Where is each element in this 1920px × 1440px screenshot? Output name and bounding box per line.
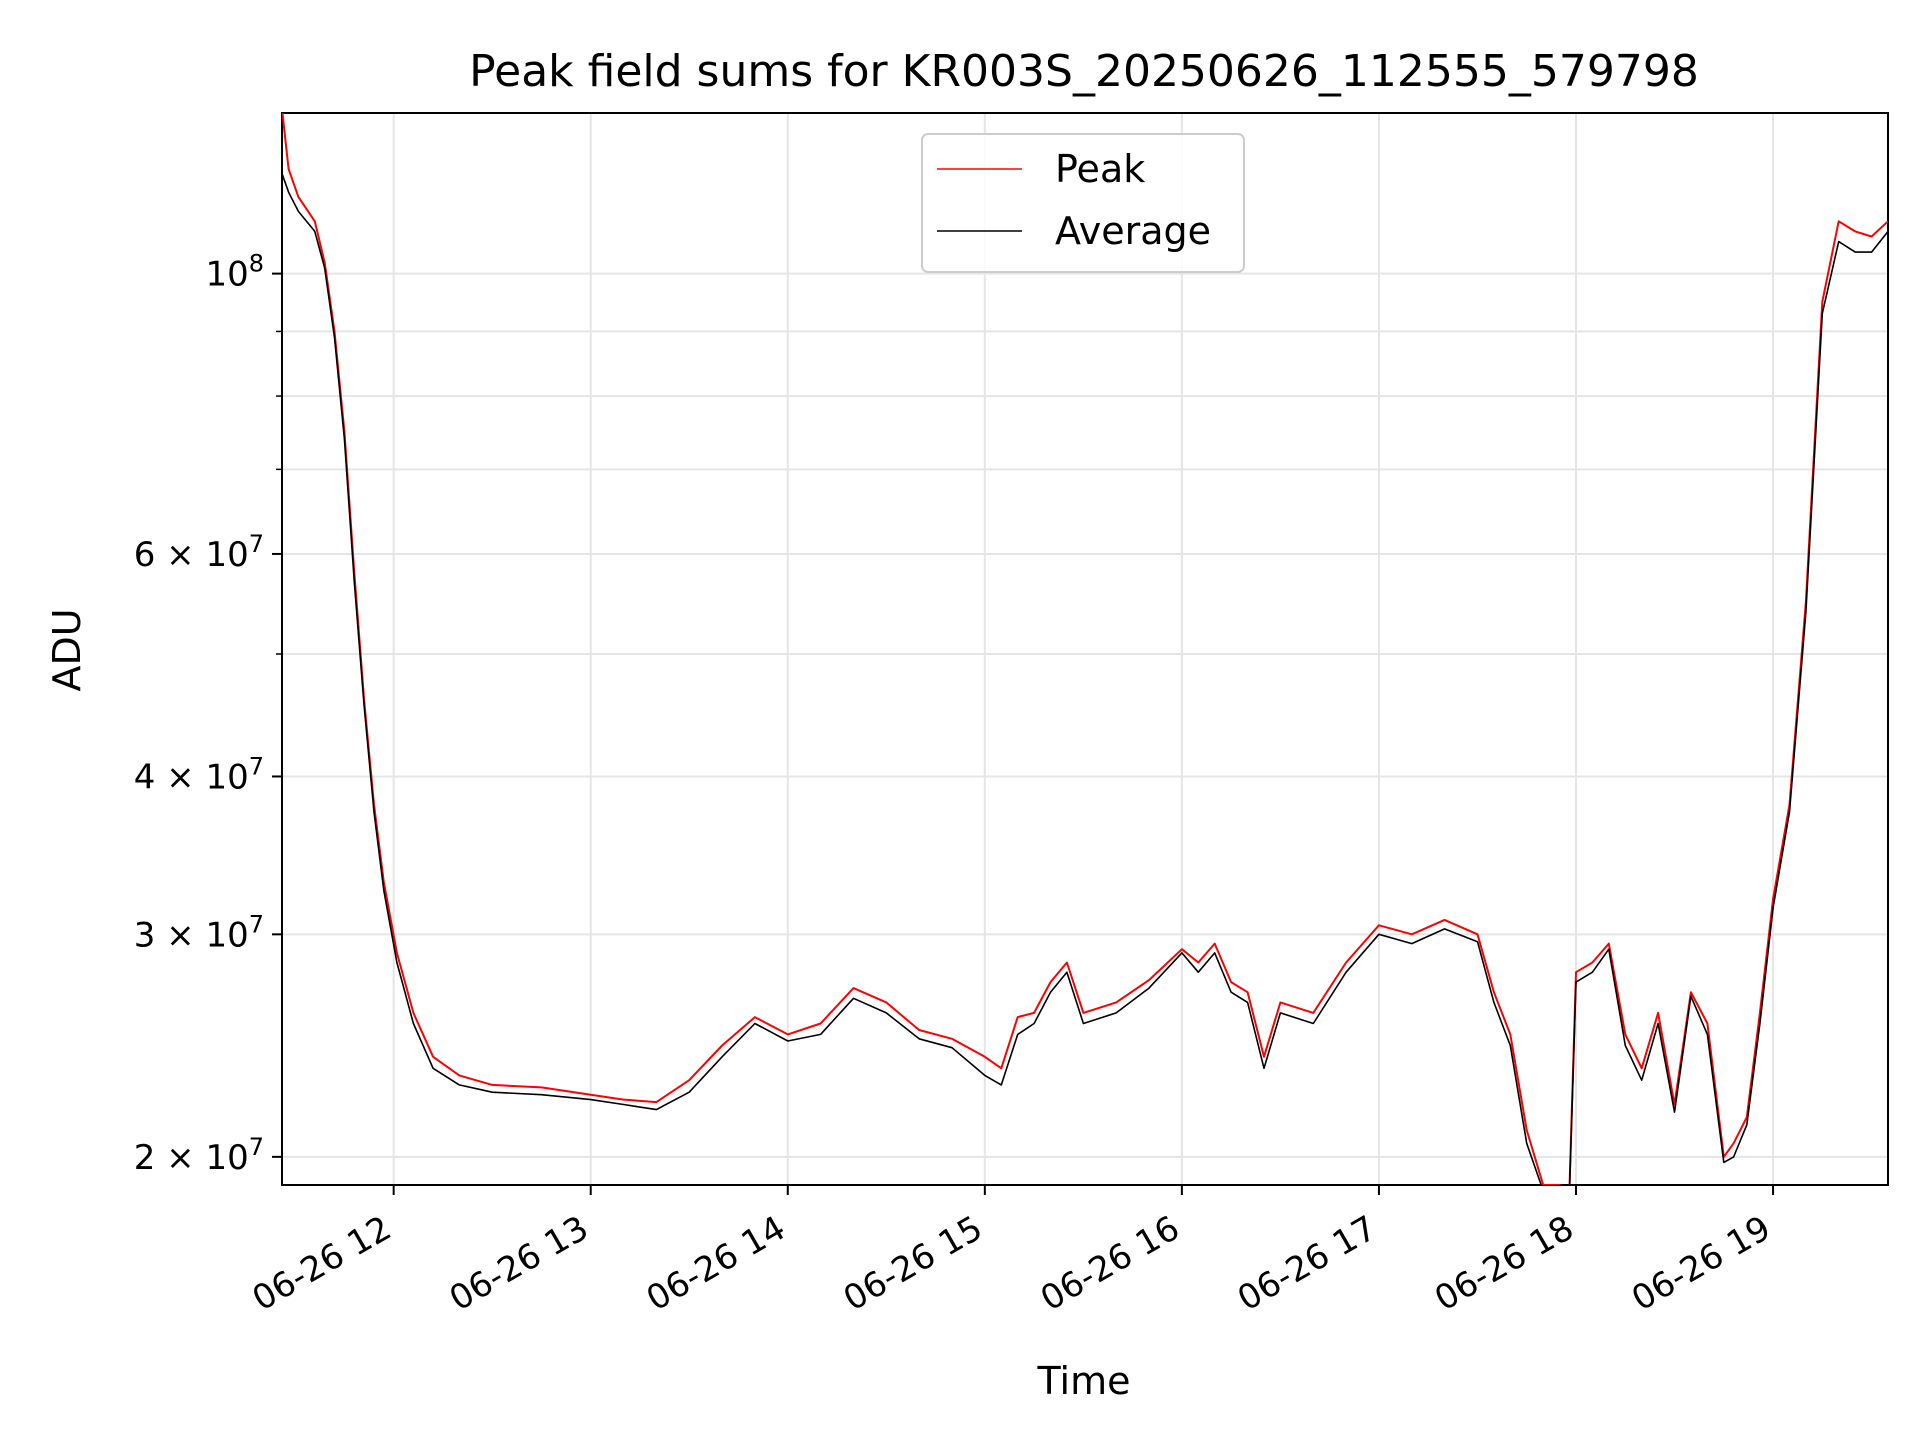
series-layer: [282, 113, 1888, 1185]
series-line-peak: [282, 113, 1888, 1185]
plot-area: [282, 113, 1888, 1185]
grid: [282, 113, 1888, 1185]
chart-title: Peak field sums for KR003S_20250626_1125…: [469, 46, 1699, 97]
y-axis-label: ADU: [45, 608, 89, 691]
x-axis-label: Time: [1037, 1359, 1131, 1403]
y-tick-label: 2 × 107: [134, 1133, 264, 1178]
legend-label-peak: Peak: [1055, 147, 1145, 191]
legend-label-average: Average: [1055, 209, 1211, 253]
series-line-average: [282, 173, 1888, 1185]
y-axis: 2 × 107 3 × 107 4 × 107 6 × 107 108: [134, 250, 282, 1178]
y-tick-label: 3 × 107: [134, 910, 264, 955]
legend: Peak Average: [921, 133, 1245, 273]
y-tick-label: 108: [205, 250, 264, 295]
plot-frame: [281, 112, 1889, 1186]
y-tick-label: 4 × 107: [134, 752, 264, 797]
y-tick-label: 6 × 107: [134, 530, 264, 575]
